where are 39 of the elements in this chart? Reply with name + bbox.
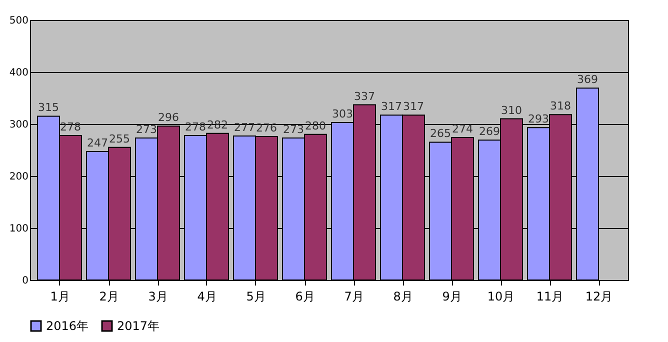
data-label: 269 <box>479 125 500 138</box>
x-tick-label: 1月 <box>50 290 70 304</box>
x-tick-label: 10月 <box>487 290 515 304</box>
data-label: 265 <box>430 127 451 140</box>
y-tick-label: 200 <box>9 172 28 182</box>
data-label: 317 <box>381 100 402 114</box>
x-tick-label: 9月 <box>442 290 462 304</box>
data-label: 293 <box>528 112 549 126</box>
x-tick-label: 4月 <box>197 290 217 304</box>
y-tick-label: 400 <box>9 68 28 78</box>
x-tick-label: 7月 <box>344 290 364 304</box>
data-label: 276 <box>256 121 277 134</box>
data-label: 277 <box>234 120 255 134</box>
data-label: 273 <box>283 123 304 136</box>
x-tick-label: 11月 <box>536 290 564 304</box>
legend-label: 2016年 <box>46 319 89 333</box>
x-tick-label: 8月 <box>393 290 413 304</box>
data-label: 369 <box>577 73 598 86</box>
x-tick-label: 3月 <box>148 290 168 304</box>
y-tick-label: 0 <box>22 276 28 286</box>
x-tick-label: 12月 <box>585 290 613 304</box>
data-label: 247 <box>87 136 108 150</box>
data-label: 317 <box>403 100 424 114</box>
data-label: 315 <box>38 101 59 114</box>
x-tick-label: 2月 <box>99 290 119 304</box>
y-tick-label: 100 <box>9 224 28 234</box>
data-label: 273 <box>136 123 157 136</box>
data-label: 318 <box>550 100 571 113</box>
data-label: 274 <box>452 122 473 136</box>
data-label: 337 <box>354 90 375 103</box>
x-tick-label: 5月 <box>246 290 266 304</box>
data-label: 310 <box>501 104 522 117</box>
data-label: 255 <box>109 132 130 146</box>
data-label: 296 <box>158 111 179 124</box>
legend-label: 2017年 <box>117 319 160 333</box>
x-tick-label: 6月 <box>295 290 315 304</box>
y-tick-label: 300 <box>9 120 28 130</box>
y-tick-label: 500 <box>9 16 28 26</box>
data-label: 303 <box>332 107 353 120</box>
